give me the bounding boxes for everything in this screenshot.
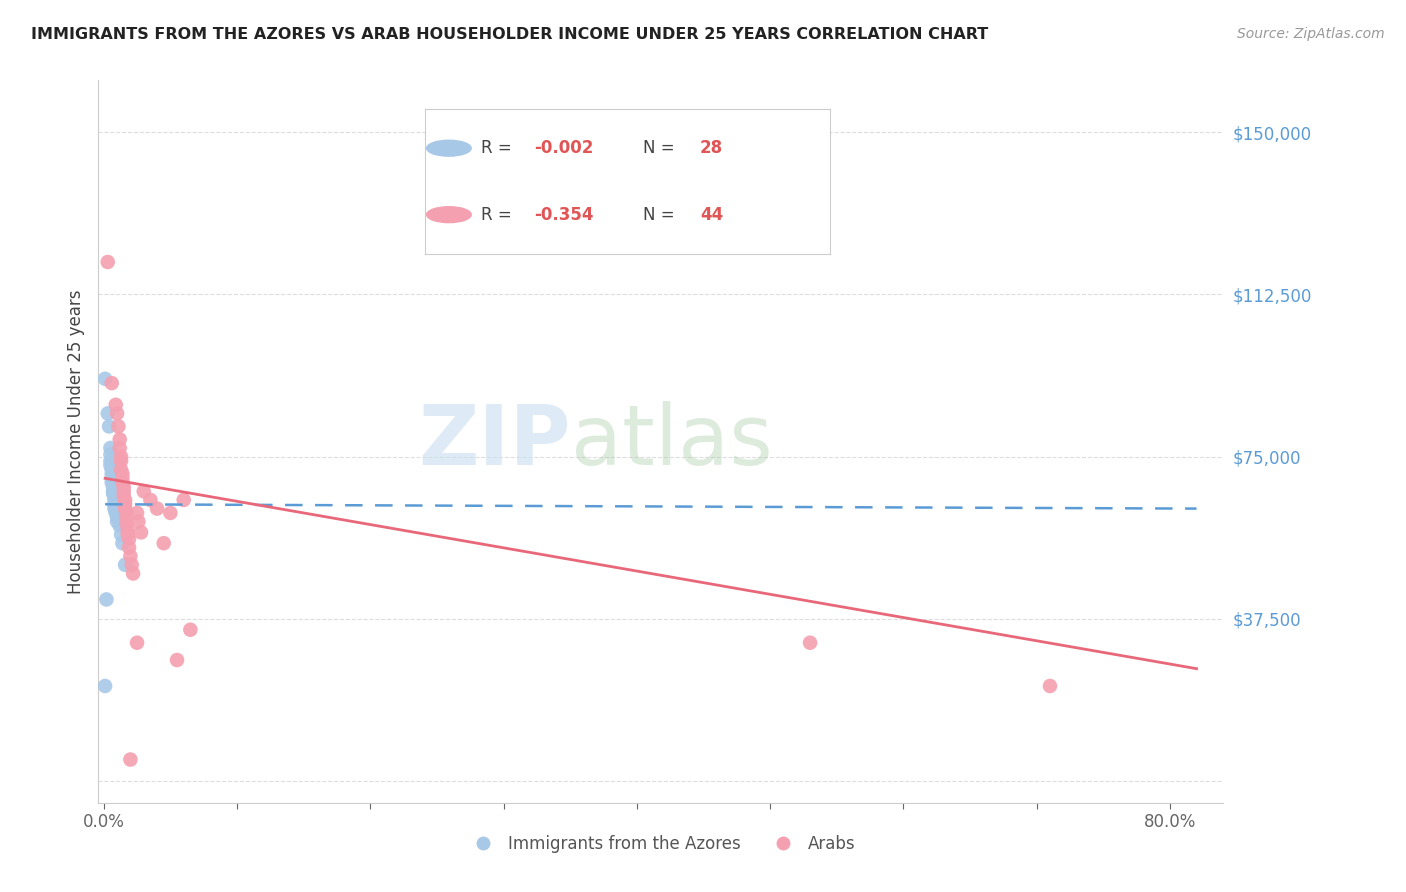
Point	[114, 492, 136, 507]
Point	[112, 489, 135, 503]
Point	[159, 506, 181, 520]
Point	[100, 458, 122, 473]
Point	[103, 492, 125, 507]
Y-axis label: Householder Income Under 25 years: Householder Income Under 25 years	[66, 289, 84, 594]
Point	[101, 484, 124, 499]
Point	[110, 463, 132, 477]
Point	[100, 448, 122, 462]
Text: Source: ZipAtlas.com: Source: ZipAtlas.com	[1237, 27, 1385, 41]
Point	[104, 504, 127, 518]
Point	[118, 532, 141, 546]
Point	[100, 454, 122, 468]
Legend: Immigrants from the Azores, Arabs: Immigrants from the Azores, Arabs	[460, 828, 862, 860]
Point	[114, 558, 136, 572]
Text: IMMIGRANTS FROM THE AZORES VS ARAB HOUSEHOLDER INCOME UNDER 25 YEARS CORRELATION: IMMIGRANTS FROM THE AZORES VS ARAB HOUSE…	[31, 27, 988, 42]
Point	[139, 492, 162, 507]
Point	[100, 471, 122, 485]
Point	[105, 515, 128, 529]
Point	[122, 566, 145, 581]
Point	[105, 510, 128, 524]
Point	[96, 592, 118, 607]
Point	[120, 752, 142, 766]
Point	[100, 463, 122, 477]
Point	[101, 480, 124, 494]
Point	[114, 501, 136, 516]
Point	[108, 433, 131, 447]
Point	[105, 406, 128, 420]
Point	[129, 525, 152, 540]
Point	[112, 480, 135, 494]
Point	[115, 510, 138, 524]
Point	[799, 636, 821, 650]
Point	[132, 484, 155, 499]
Point	[127, 515, 149, 529]
Point	[98, 419, 121, 434]
Point	[111, 467, 134, 481]
Point	[111, 475, 134, 490]
Point	[100, 441, 122, 455]
Point	[94, 372, 117, 386]
Point	[107, 419, 129, 434]
Point	[121, 558, 143, 572]
Point	[103, 489, 125, 503]
Point	[110, 454, 132, 468]
Point	[166, 653, 188, 667]
Point	[146, 501, 169, 516]
Point	[103, 497, 125, 511]
Point	[110, 527, 132, 541]
Point	[108, 519, 131, 533]
Point	[112, 484, 135, 499]
Point	[125, 636, 148, 650]
Point	[118, 541, 141, 555]
Point	[115, 506, 138, 520]
Point	[100, 475, 122, 490]
Point	[97, 406, 120, 420]
Text: atlas: atlas	[571, 401, 772, 482]
Point	[101, 486, 124, 500]
Point	[100, 376, 122, 391]
Point	[97, 255, 120, 269]
Point	[103, 501, 125, 516]
Point	[104, 398, 127, 412]
Point	[108, 441, 131, 455]
Point	[1039, 679, 1062, 693]
Point	[117, 523, 139, 537]
Point	[111, 536, 134, 550]
Point	[111, 471, 134, 485]
Point	[120, 549, 142, 564]
Text: ZIP: ZIP	[419, 401, 571, 482]
Point	[115, 516, 138, 531]
Point	[94, 679, 117, 693]
Point	[125, 506, 148, 520]
Point	[114, 497, 136, 511]
Point	[152, 536, 174, 550]
Point	[117, 527, 139, 541]
Point	[110, 450, 132, 464]
Point	[100, 467, 122, 481]
Point	[179, 623, 201, 637]
Point	[173, 492, 195, 507]
Point	[104, 506, 127, 520]
